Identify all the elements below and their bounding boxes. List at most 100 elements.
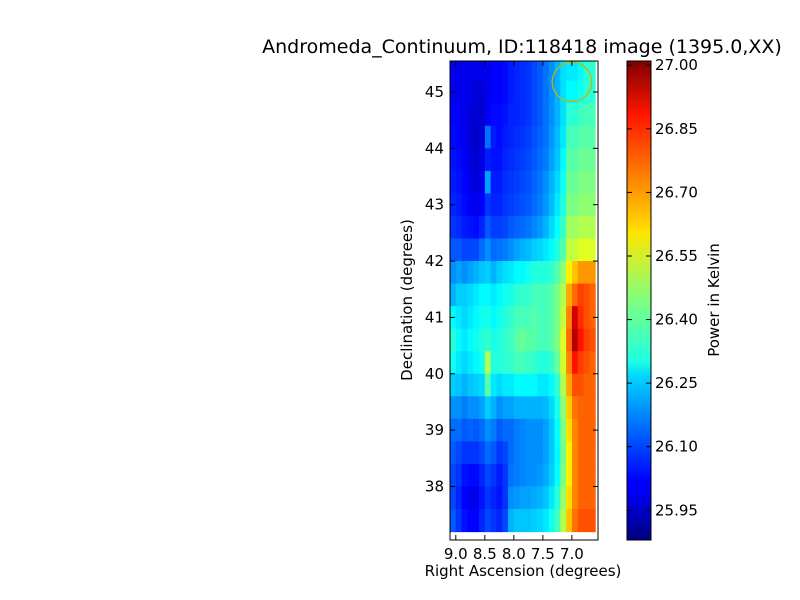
heatmap-cell [519,261,527,285]
heatmap-cell [490,103,498,127]
heatmap-cell [450,148,457,172]
heatmap-cell [525,418,532,442]
heatmap-cell [461,396,469,420]
heatmap-cell [577,103,585,127]
heatmap-cell [537,148,544,172]
heatmap-cell [467,463,474,488]
heatmap-cell [502,306,509,330]
x-axis-label: Right Ascension (degrees) [425,562,622,580]
heatmap-cell [537,61,544,82]
heatmap-cell [525,396,532,420]
heatmap-cell [583,441,590,465]
heatmap-cell [461,261,469,285]
heatmap-cell [519,373,527,397]
heatmap-cell [589,80,596,104]
heatmap-cell [566,396,573,420]
heatmap-cell [589,148,596,172]
heatmap-cell [560,328,567,352]
heatmap-cell [496,463,503,488]
heatmap-cell [554,373,561,397]
heatmap-cell [577,373,585,397]
heatmap-cell [548,463,556,488]
heatmap-cell [467,351,474,375]
heatmap-cell [560,80,567,104]
heatmap-cell [484,306,492,330]
heatmap-cell [542,328,550,352]
heatmap-cell [479,441,486,465]
heatmap-cell [519,193,527,217]
heatmap-cell [496,418,503,442]
heatmap-cell [502,193,509,217]
heatmap-cell [560,148,567,172]
heatmap-cell [519,351,527,375]
heatmap-cell [583,61,590,82]
heatmap-cell [571,261,579,285]
heatmap-cell [496,351,503,375]
heatmap-cell [467,103,474,127]
heatmap-cell [513,306,521,330]
heatmap-cell [502,103,509,127]
heatmap-cell [467,441,474,465]
heatmap-cell [566,328,573,352]
heatmap-cell [496,61,503,82]
heatmap-cell [577,80,585,104]
heatmap-cell [571,61,579,82]
heatmap-cell [571,486,579,510]
heatmap-cell [531,396,538,420]
heatmap-cell [502,283,509,307]
heatmap-cell [473,509,480,533]
heatmap-cell [461,486,469,510]
plot-frame [449,60,599,541]
heatmap-cell [537,306,544,330]
heatmap-cell [467,486,474,510]
heatmap-cell [455,283,463,307]
y-tick-label: 44 [425,139,444,157]
heatmap-cell [479,103,486,127]
heatmap-cell [461,103,469,127]
heatmap-cell [566,373,573,397]
heatmap-cell [571,238,579,262]
x-tick-label: 7.5 [531,545,555,563]
heatmap-cell [571,103,579,127]
heatmap-cell [455,61,463,82]
heatmap-cell [455,215,463,240]
heatmap-cell [583,238,590,262]
heatmap-cell [496,441,503,465]
heatmap-cell [473,215,480,240]
heatmap-cell [496,103,503,127]
heatmap-cell [577,441,585,465]
heatmap-cell [490,193,498,217]
colorbar-tick-label: 26.85 [655,120,698,138]
heatmap-cell [513,283,521,307]
heatmap-cell [554,509,561,533]
colorbar-tick-label: 26.10 [655,438,698,456]
heatmap-cell [455,125,463,149]
heatmap-cell [450,215,457,240]
heatmap-cell [490,306,498,330]
heatmap-cell [542,148,550,172]
heatmap-cell [583,328,590,352]
heatmap-cell [467,418,474,442]
heatmap-cell [473,418,480,442]
heatmap-cell [502,373,509,397]
heatmap-cell [583,486,590,510]
heatmap-cell [484,373,492,397]
heatmap-cell [490,396,498,420]
heatmap-cell [502,215,509,240]
heatmap-cell [589,441,596,465]
heatmap-cell [531,306,538,330]
heatmap-cell [502,148,509,172]
heatmap-cell [560,351,567,375]
heatmap-cell [519,306,527,330]
heatmap-cell [531,261,538,285]
heatmap-cell [513,238,521,262]
heatmap-cell [571,509,579,533]
heatmap-cell [537,396,544,420]
heatmap-cell [519,215,527,240]
heatmap-cell [519,509,527,533]
heatmap-cell [583,396,590,420]
heatmap-cell [461,328,469,352]
heatmap-cell [537,283,544,307]
heatmap-cell [490,441,498,465]
y-tick-label: 39 [425,421,444,439]
